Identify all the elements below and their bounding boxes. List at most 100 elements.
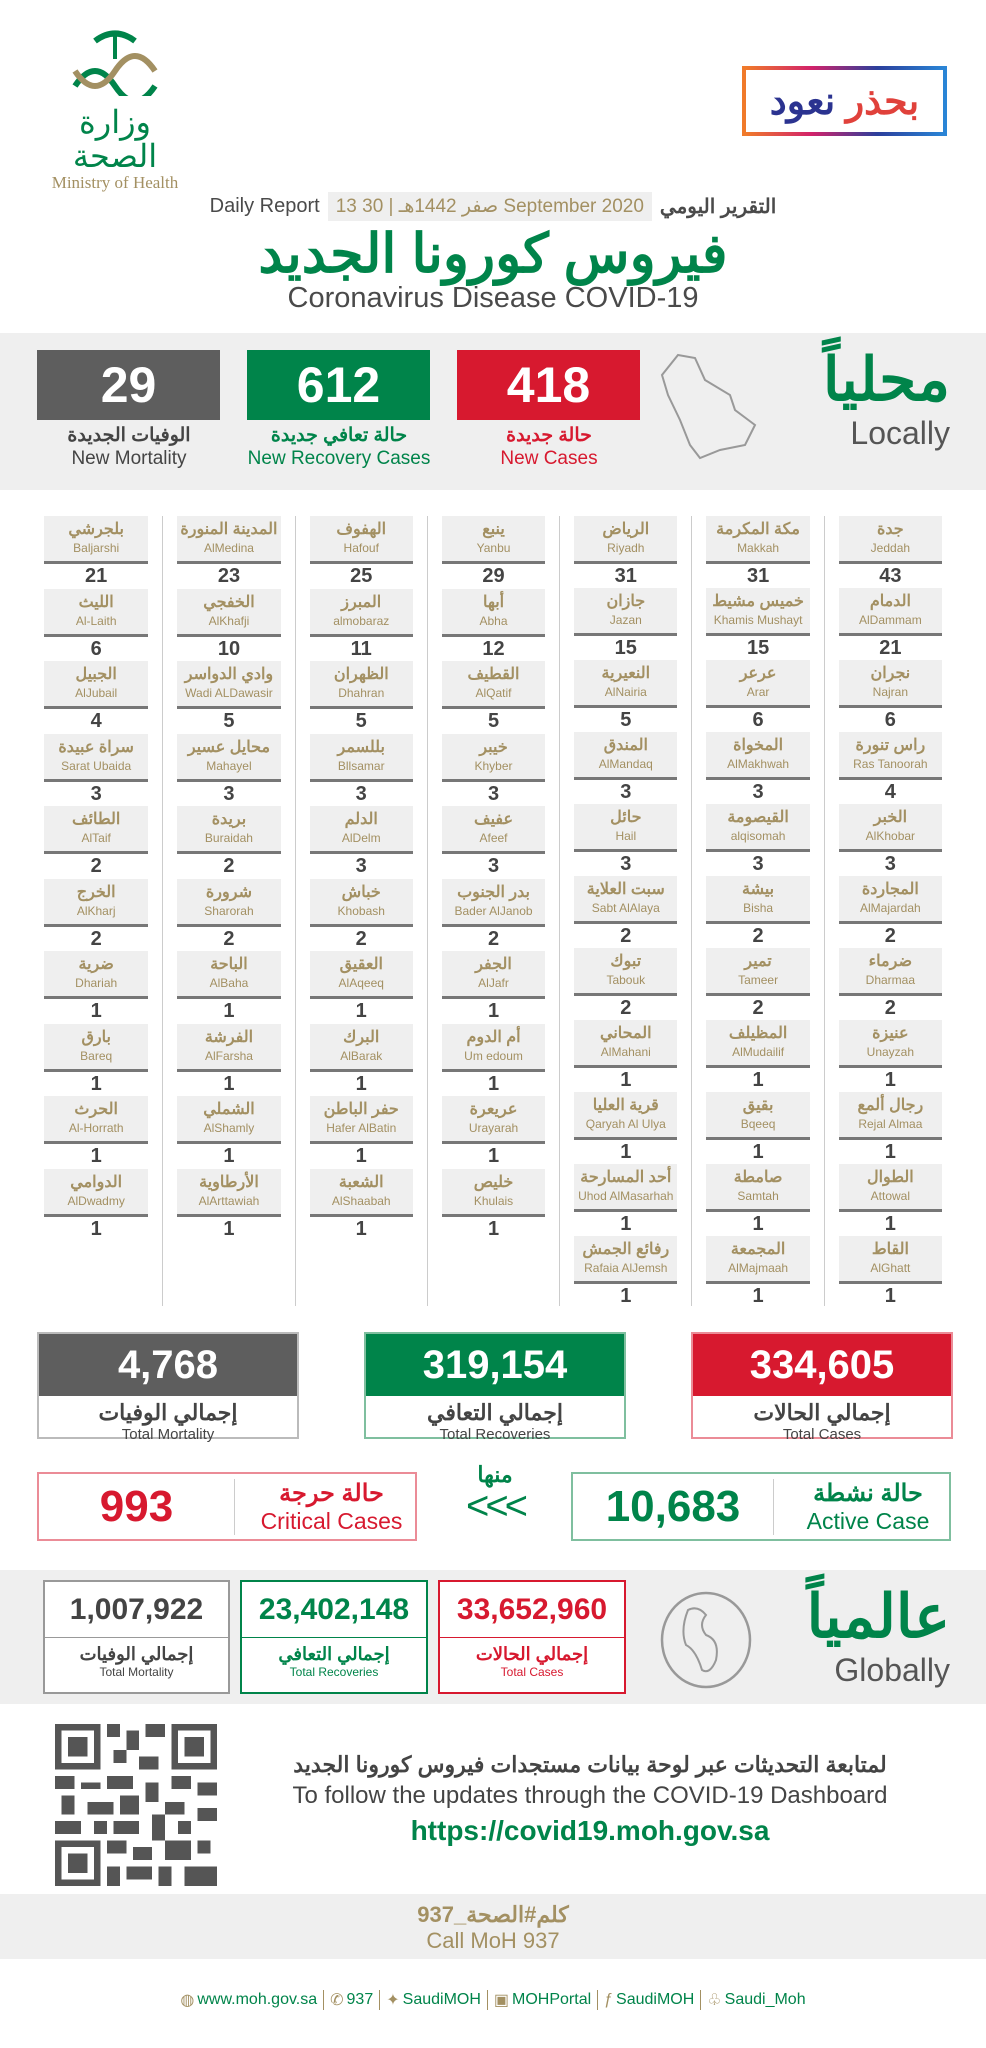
city-name: الجبيل AlJubail xyxy=(44,661,149,709)
label-en: Total Mortality xyxy=(99,1665,174,1679)
city-cell: بريدة Buraidah 2 xyxy=(177,806,281,879)
label-ar: حالة حرجة xyxy=(279,1479,384,1507)
city-name-en: Mahayel xyxy=(206,758,252,773)
city-column: الهفوف Hafouf 25 المبرز almobaraz 11 الظهران Dh… xyxy=(294,516,427,1306)
social-label: SaudiMOH xyxy=(616,1991,695,2008)
city-cell: بيشة Bisha 2 xyxy=(706,876,810,948)
city-name-en: AlTaif xyxy=(81,831,111,845)
city-name-ar: البرك xyxy=(343,1028,380,1046)
city-cell: ضرماء Dharmaa 2 xyxy=(838,948,942,1020)
label-ar: إجمالي التعافي xyxy=(278,1644,390,1664)
city-cell: راس تنورة Ras Tanoorah 4 xyxy=(838,732,942,804)
city-name: بلجرشي Baljarshi xyxy=(44,516,149,564)
city-cell: الأرطاوية AlArttawiah 1 xyxy=(177,1168,281,1242)
city-name-ar: ضرية xyxy=(78,956,114,973)
label-ar: إجمالي التعافي xyxy=(427,1400,563,1425)
city-name-ar: خميس مشيط xyxy=(712,593,804,610)
campaign-logo: نعود بحذر xyxy=(742,66,947,136)
city-name-en: AlArttawiah xyxy=(198,1193,260,1208)
city-name-ar: الحرث xyxy=(74,1101,118,1118)
title-en: Locally xyxy=(850,415,950,451)
city-name-ar: سراة عبيدة xyxy=(58,738,134,756)
city-name: القطيف AlQatif xyxy=(441,661,546,709)
label-en: Total Recoveries xyxy=(439,1426,551,1443)
city-cases-value: 15 xyxy=(614,637,637,659)
call-text: Call MoH 937 xyxy=(426,1928,560,1953)
city-name-ar: المبرز xyxy=(341,593,382,611)
city-name: تمير Tameer xyxy=(706,948,810,996)
city-name-en: Al-Horrath xyxy=(68,1121,124,1135)
city-name-en: Sabt AlAlaya xyxy=(591,901,660,915)
new-mortality-value: 29 xyxy=(37,350,220,420)
city-name-en: AlDelm xyxy=(341,831,381,845)
label-en: Total Mortality xyxy=(121,1426,215,1443)
city-name-en: Hail xyxy=(615,829,637,843)
social-link[interactable]: ƒ SaudiMOH xyxy=(597,1990,700,2010)
city-name-ar: المدينة المنورة xyxy=(180,521,278,538)
city-name-en: AlKhobar xyxy=(865,829,916,843)
call-section: كلم#الصحة_937 Call MoH 937 xyxy=(0,1894,986,1959)
city-cases-value: 25 xyxy=(350,565,373,587)
city-cell: أم الدوم Um edoum 1 xyxy=(441,1023,546,1097)
social-link[interactable]: ◍ www.moh.gov.sa xyxy=(174,1990,323,2010)
city-name: نجران Najran xyxy=(838,660,942,708)
city-cases-value: 3 xyxy=(487,782,500,805)
city-name: الدوامي AlDwadmy xyxy=(44,1168,149,1217)
city-name: المظيلف AlMudailif xyxy=(706,1020,810,1068)
city-name-en: Najran xyxy=(872,685,909,699)
social-link[interactable]: ✆ 937 xyxy=(323,1990,379,2010)
city-cell: حفر الباطن Hafer AlBatin 1 xyxy=(309,1096,413,1169)
city-name-ar: أم الدوم xyxy=(466,1028,521,1046)
city-cell: خيبر Khyber 3 xyxy=(441,733,546,807)
city-cases-value: 3 xyxy=(752,853,764,875)
city-name: ضرية Dhariah xyxy=(44,951,149,999)
total-recoveries-card: 319,154 إجمالي التعافي Total Recoveries xyxy=(364,1332,626,1443)
city-cell: تمير Tameer 2 xyxy=(706,948,810,1020)
city-cases-value: 1 xyxy=(90,1145,102,1167)
label-ar: إجمالي الوفيات xyxy=(98,1400,238,1425)
social-link[interactable]: ♧ Saudi_Moh xyxy=(700,1990,811,2010)
city-name-ar: تبوك xyxy=(610,953,642,970)
city-name-en: AlAqeeq xyxy=(338,976,384,990)
city-name-ar: حائل xyxy=(610,809,642,826)
city-column: بلجرشي Baljarshi 21 الليث Al-Laith 6 الجبيل AlJ… xyxy=(30,516,162,1306)
social-label: www.moh.gov.sa xyxy=(197,1991,318,2008)
city-name-en: AlNairia xyxy=(604,685,647,699)
city-name: الباحة AlBaha xyxy=(177,951,281,999)
social-link[interactable]: ✦ SaudiMOH xyxy=(379,1990,487,2010)
city-cell: جازان Jazan 15 xyxy=(574,588,678,660)
city-cell: الرياض Riyadh 31 xyxy=(574,516,678,588)
active-cases-card: 10,683 حالة نشطة Active Case xyxy=(571,1472,951,1541)
city-cases-value: 1 xyxy=(223,1000,235,1022)
city-cases-value: 1 xyxy=(487,1217,500,1240)
city-name-en: AlMajmaah xyxy=(728,1261,789,1275)
city-name-ar: الرياض xyxy=(602,521,650,538)
city-name-en: Ras Tanoorah xyxy=(853,757,928,771)
city-name: الظهران Dhahran xyxy=(309,661,413,709)
city-cases-value: 3 xyxy=(752,781,764,803)
city-name: المدينة المنورة AlMedina xyxy=(177,516,281,564)
city-cell: عرعر Arar 6 xyxy=(706,660,810,732)
city-name-en: AlDwadmy xyxy=(67,1193,125,1208)
city-name-ar: محايل عسير xyxy=(187,738,271,756)
city-cases-value: 1 xyxy=(884,1069,896,1091)
city-cases-value: 11 xyxy=(350,637,372,660)
city-cases-value: 4 xyxy=(90,710,102,732)
qr-code[interactable] xyxy=(55,1724,217,1886)
city-name: الطوال Attowal xyxy=(838,1164,942,1212)
city-name-en: Yanbu xyxy=(476,541,511,555)
dashboard-link[interactable]: https://covid19.moh.gov.sa xyxy=(410,1815,770,1846)
city-name-en: AlMakhwah xyxy=(727,757,790,771)
city-name-ar: بارق xyxy=(81,1028,111,1046)
city-name-ar: الجبيل xyxy=(75,666,117,683)
city-name: بدر الجنوب Bader AlJanob xyxy=(441,878,546,927)
city-name-ar: القاط xyxy=(871,1241,909,1258)
social-link[interactable]: ▣ MOHPortal xyxy=(486,1990,597,2010)
global-cases-card: 33,652,960 إجمالي الحالات Total Cases xyxy=(438,1580,626,1694)
campaign-word: بحذر xyxy=(845,80,920,123)
city-column: ينبع Yanbu 29 أبها Abha 12 القطيف AlQatif 5 خيبر K… xyxy=(426,516,559,1306)
city-name-en: Rejal Almaa xyxy=(858,1117,923,1131)
city-cases-value: 5 xyxy=(355,710,367,732)
city-name: جازان Jazan xyxy=(574,588,678,636)
campaign-word: نعود xyxy=(769,80,836,123)
